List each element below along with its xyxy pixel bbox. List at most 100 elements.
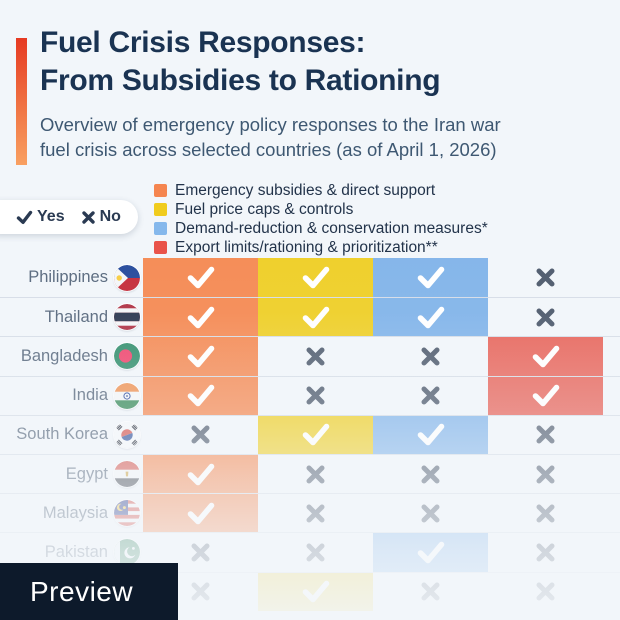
cell-price_caps-yes xyxy=(258,415,373,454)
row-label-cell: Philippines xyxy=(0,258,143,297)
table-row: Philippines xyxy=(0,258,620,298)
cell-demand_reduction-no xyxy=(373,337,488,375)
legend-label: Fuel price caps & controls xyxy=(175,200,354,218)
x-icon xyxy=(421,582,440,601)
bangladesh-flag xyxy=(114,343,140,370)
legend-swatch-subsidies xyxy=(154,184,167,197)
chart-subtitle: Overview of emergency policy responses t… xyxy=(40,112,501,162)
cell-export_limits-yes xyxy=(488,337,603,376)
egypt-flag xyxy=(114,461,140,488)
cell-export_limits-no xyxy=(488,258,603,297)
legend-swatch-price_caps xyxy=(154,203,167,216)
country-label: Pakistan xyxy=(44,542,108,561)
check-icon xyxy=(187,463,214,485)
check-icon xyxy=(16,210,33,224)
legend-item-price_caps: Fuel price caps & controls xyxy=(154,200,488,219)
malaysia-flag xyxy=(114,500,140,527)
country-label: South Korea xyxy=(16,425,108,444)
row-label-cell: Egypt xyxy=(0,455,143,493)
cell-export_limits-no xyxy=(488,494,603,532)
cell-price_caps-no xyxy=(258,455,373,493)
key-yes: Yes xyxy=(16,208,65,226)
south-korea-flag xyxy=(114,421,140,448)
cell-price_caps-no xyxy=(258,533,373,571)
row-label-cell: Malaysia xyxy=(0,494,143,532)
x-icon xyxy=(306,465,325,484)
philippines-flag xyxy=(114,264,140,291)
legend-swatch-demand_reduction xyxy=(154,222,167,235)
x-icon xyxy=(536,582,555,601)
cell-price_caps-no xyxy=(258,377,373,415)
x-icon xyxy=(421,465,440,484)
country-label: Philippines xyxy=(28,268,108,287)
row-label-cell: South Korea xyxy=(0,416,143,454)
cell-subsidies-yes xyxy=(143,494,258,533)
preview-label: Preview xyxy=(30,575,134,607)
preview-watermark: Preview xyxy=(0,563,178,620)
accent-bar xyxy=(16,38,27,165)
cell-subsidies-yes xyxy=(143,298,258,337)
cell-price_caps-yes xyxy=(258,298,373,337)
legend-label: Demand-reduction & conservation measures… xyxy=(175,219,488,237)
key-no: No xyxy=(81,208,121,226)
pakistan-flag xyxy=(114,539,140,566)
country-label: Malaysia xyxy=(42,503,108,522)
row-label-cell: India xyxy=(0,377,143,415)
x-icon xyxy=(81,210,95,224)
title-line-1: Fuel Crisis Responses: xyxy=(40,26,366,59)
check-icon xyxy=(302,266,329,289)
x-icon xyxy=(191,582,210,601)
x-icon xyxy=(306,386,325,405)
legend-item-subsidies: Emergency subsidies & direct support xyxy=(154,181,488,200)
india-flag xyxy=(114,382,140,409)
cell-demand_reduction-no xyxy=(373,573,488,611)
cell-price_caps-yes xyxy=(258,572,373,611)
cell-export_limits-no xyxy=(488,455,603,493)
x-icon xyxy=(421,347,440,366)
value-key-pill: Yes No xyxy=(0,200,138,234)
cell-subsidies-yes xyxy=(143,258,258,298)
subtitle-line-1: Overview of emergency policy responses t… xyxy=(40,114,501,135)
row-label-cell: Bangladesh xyxy=(0,337,143,375)
key-no-label: No xyxy=(99,208,121,225)
check-icon xyxy=(417,266,444,289)
title-line-2: From Subsidies to Rationing xyxy=(40,64,441,97)
cell-demand_reduction-yes xyxy=(373,415,488,454)
cell-price_caps-no xyxy=(258,494,373,532)
x-icon xyxy=(191,425,210,444)
x-icon xyxy=(421,504,440,523)
check-icon xyxy=(302,424,329,446)
key-yes-label: Yes xyxy=(37,208,65,225)
table-row: Bangladesh xyxy=(0,336,620,376)
cell-demand_reduction-no xyxy=(373,377,488,415)
cell-demand_reduction-yes xyxy=(373,258,488,298)
cell-demand_reduction-no xyxy=(373,494,488,532)
cell-subsidies-no xyxy=(143,416,258,454)
legend-item-export_limits: Export limits/rationing & prioritization… xyxy=(154,238,488,257)
check-icon xyxy=(532,384,559,407)
table-row: India xyxy=(0,375,620,415)
check-icon xyxy=(187,384,214,407)
cell-demand_reduction-no xyxy=(373,455,488,493)
cell-price_caps-yes xyxy=(258,258,373,298)
legend: Emergency subsidies & direct support Fuel… xyxy=(154,181,488,257)
check-icon xyxy=(417,541,444,564)
table-row: Egypt xyxy=(0,453,620,494)
table-row: South Korea xyxy=(0,414,620,454)
cell-price_caps-no xyxy=(258,337,373,375)
cell-export_limits-no xyxy=(488,533,603,571)
legend-label: Emergency subsidies & direct support xyxy=(175,181,436,199)
check-icon xyxy=(187,502,214,525)
row-label-cell: Thailand xyxy=(0,298,143,336)
x-icon xyxy=(536,268,555,287)
x-icon xyxy=(306,543,325,562)
check-icon xyxy=(187,345,214,368)
x-icon xyxy=(306,347,325,366)
x-icon xyxy=(536,543,555,562)
country-label: Thailand xyxy=(44,307,108,326)
check-icon xyxy=(302,580,329,603)
page-title: Fuel Crisis Responses: From Subsidies to … xyxy=(40,24,441,100)
country-label: Bangladesh xyxy=(20,346,108,365)
x-icon xyxy=(536,504,555,523)
